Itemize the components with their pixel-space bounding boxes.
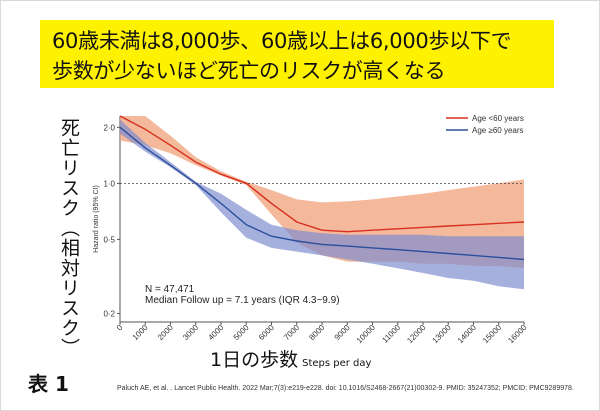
citation: Paluch AE, et al. . Lancet Public Health…: [117, 385, 574, 392]
x-axis-label-ja: 1日の歩数: [210, 349, 299, 371]
legend-label-0: Age <60 years: [472, 114, 524, 123]
annotation-1: Median Follow up = 7.1 years (IQR 4.3~9.…: [145, 295, 340, 306]
confidence-band-1: [120, 119, 524, 290]
legend-label-1: Age ≥60 years: [472, 126, 524, 135]
y-axis-label-ja: 死亡リスク（相対リスク）: [58, 118, 80, 358]
x-tick-label: 3000: [181, 323, 200, 342]
annotation-0: N = 47,471: [145, 284, 195, 295]
x-axis-label-en: Steps per day: [302, 358, 372, 369]
x-tick-label: 11000: [380, 323, 402, 345]
x-tick-label: 7000: [282, 323, 301, 342]
x-axis-label: 1日の歩数 Steps per day: [210, 345, 371, 372]
x-tick-label: 13000: [431, 323, 453, 345]
x-tick-label: 16000: [506, 323, 528, 345]
y-tick-label: 0·2: [103, 309, 115, 318]
figure-label: 表 1: [28, 372, 69, 396]
x-tick-label: 15000: [481, 323, 503, 345]
headline-banner: 60歳未満は8,000歩、60歳以上は6,000歩以下で 歩数が少ないほど死亡の…: [40, 20, 554, 88]
series-line-0: [119, 115, 525, 233]
x-tick-label: 6000: [257, 323, 276, 342]
headline-line-2: 歩数が少ないほど死亡のリスクが高くなる: [52, 59, 446, 83]
x-tick-label: 8000: [307, 323, 326, 342]
series-line-1: [119, 126, 525, 261]
y-tick-label: 0·5: [103, 235, 115, 244]
x-tick-label: 12000: [405, 323, 427, 345]
y-tick-label: 1·0: [103, 179, 115, 188]
x-tick-label: 14000: [456, 323, 478, 345]
x-tick-label: 5000: [232, 323, 251, 342]
x-tick-label: 4000: [206, 323, 225, 342]
headline-line-1: 60歳未満は8,000歩、60歳以上は6,000歩以下で: [52, 29, 512, 53]
x-tick-label: 0: [115, 323, 125, 333]
hazard-ratio-label: Hazard ratio (95% CI): [93, 185, 100, 253]
x-tick-label: 2000: [156, 323, 175, 342]
x-tick-label: 9000: [333, 323, 352, 342]
y-tick-label: 2·0: [103, 123, 115, 132]
x-tick-label: 10000: [355, 323, 377, 345]
x-tick-label: 1000: [131, 323, 150, 342]
confidence-band-0: [120, 116, 524, 269]
